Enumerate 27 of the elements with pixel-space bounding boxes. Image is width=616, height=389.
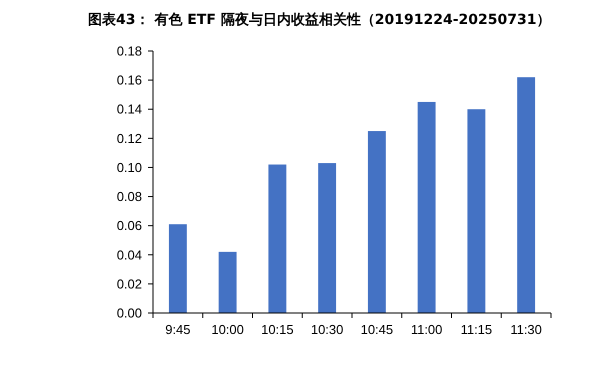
x-tick-label: 10:45 [360,322,394,337]
bar [218,252,237,313]
bar [467,109,486,313]
y-tick-label: 0.18 [116,44,142,58]
bar [318,163,336,313]
y-tick-label: 0.08 [116,189,142,204]
y-tick-label: 0.00 [116,306,142,320]
y-tick-label: 0.10 [116,160,142,175]
x-tick-label: 10:30 [310,322,344,337]
bar [268,164,286,313]
y-tick-label: 0.02 [116,276,142,292]
x-tick-label: 10:00 [211,322,244,337]
x-tick-label: 11:30 [510,322,542,337]
x-tick-label: 11:00 [410,322,442,337]
y-tick-label: 0.04 [116,247,142,262]
y-tick-label: 0.12 [116,130,142,146]
bar [168,224,187,313]
x-tick-label: 11:15 [460,322,492,337]
y-tick-label: 0.14 [116,102,142,117]
y-tick-label: 0.06 [116,218,142,234]
bar [517,77,536,313]
bar [418,102,436,313]
x-tick-label: 10:15 [261,322,294,337]
chart-title: 图表43： 有色 ETF 隔夜与日内收益相关性（20191224-20250731） [88,11,550,28]
bar [368,131,386,313]
x-tick-label: 9:45 [165,322,191,337]
y-tick-label: 0.16 [116,72,142,88]
